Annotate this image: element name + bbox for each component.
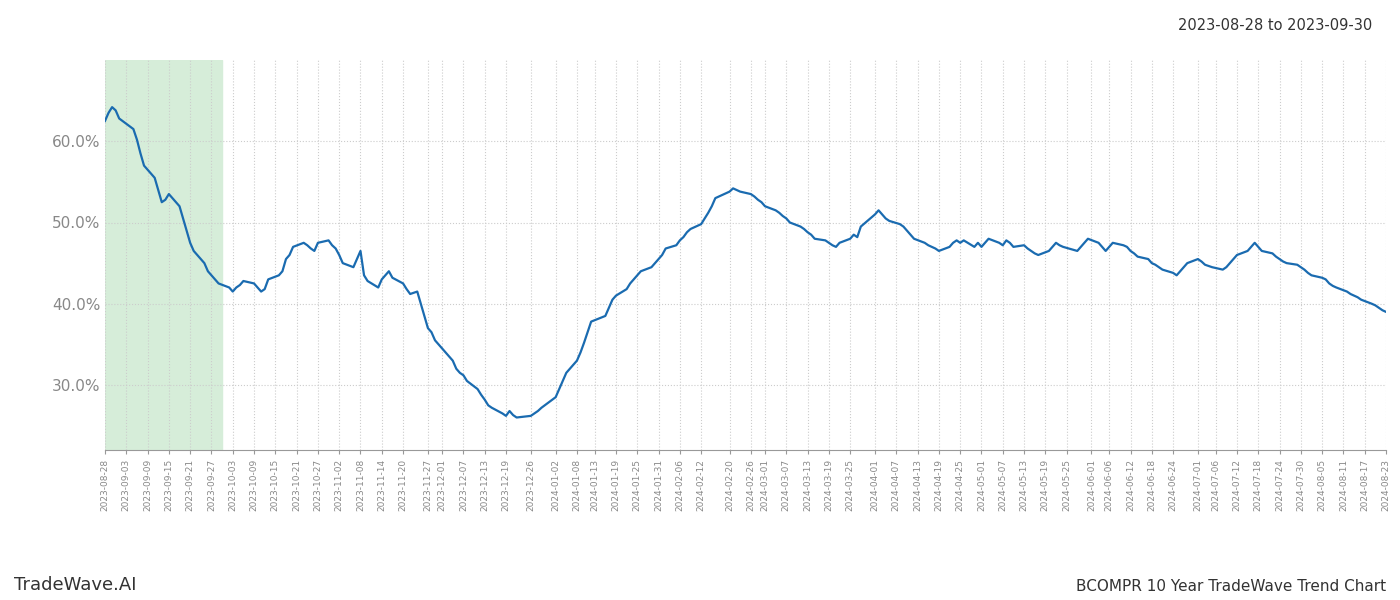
Text: TradeWave.AI: TradeWave.AI: [14, 576, 137, 594]
Text: BCOMPR 10 Year TradeWave Trend Chart: BCOMPR 10 Year TradeWave Trend Chart: [1075, 579, 1386, 594]
Text: 2023-08-28 to 2023-09-30: 2023-08-28 to 2023-09-30: [1177, 18, 1372, 33]
Bar: [105, 60, 223, 450]
